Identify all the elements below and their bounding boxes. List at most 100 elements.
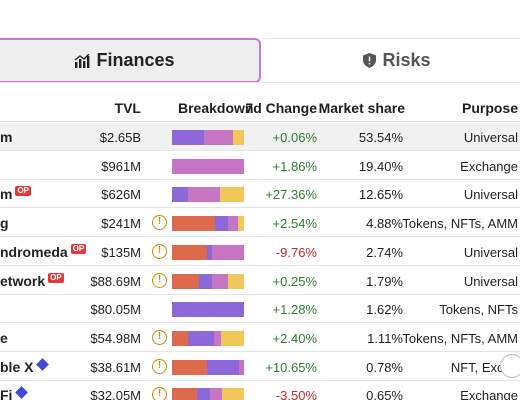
breakdown-segment (172, 359, 207, 375)
breakdown-segment (238, 359, 244, 375)
breakdown-bar[interactable] (172, 130, 244, 145)
breakdown-segment (204, 130, 234, 145)
breakdown-segment (206, 244, 213, 260)
change-value: -3.50% (275, 388, 317, 400)
change-value: +27.36% (265, 187, 317, 203)
breakdown-segment (228, 216, 239, 232)
project-name[interactable]: etwork OP (0, 272, 64, 289)
tab-bar: Finances Risks (0, 0, 520, 92)
tvl-value: $88.69M (90, 273, 141, 289)
breakdown-bar[interactable] (172, 388, 244, 400)
header-7d-change[interactable]: 7d Change (245, 100, 317, 116)
breakdown-bar[interactable] (172, 359, 244, 375)
breakdown-segment (199, 273, 213, 289)
op-chain-badge: OP (15, 186, 32, 197)
market-share-value: 0.65% (366, 388, 403, 400)
warning-icon[interactable]: ! (152, 329, 167, 345)
market-share-value: 1.62% (366, 302, 403, 318)
market-share-value: 53.54% (358, 130, 403, 145)
tvl-value: $38.61M (90, 359, 141, 375)
breakdown-segment (233, 130, 244, 145)
breakdown-segment (172, 330, 188, 346)
breakdown-bar[interactable] (172, 244, 244, 260)
tvl-value: $961M (101, 158, 141, 174)
breakdown-segment (187, 330, 214, 346)
breakdown-bar[interactable] (172, 187, 244, 203)
tvl-value: $241M (101, 216, 141, 232)
chat-bubble-icon[interactable] (500, 354, 520, 378)
table-row[interactable]: Fi $32.05M! -3.50% 0.65% Exchange (0, 381, 520, 400)
breakdown-segment (213, 330, 221, 346)
breakdown-bar[interactable] (172, 216, 244, 232)
warning-icon[interactable]: ! (152, 272, 167, 288)
diamond-badge-icon (36, 357, 50, 371)
tab-risks-label: Risks (382, 50, 431, 70)
project-name[interactable]: m OP (0, 186, 32, 203)
bar-chart-icon (75, 53, 90, 68)
tvl-value: $54.98M (90, 330, 141, 346)
project-name[interactable]: ble X (0, 357, 50, 375)
purpose-value: Tokens, NFTs (439, 302, 518, 318)
breakdown-segment (238, 216, 244, 232)
tvl-value: $80.05M (90, 302, 141, 318)
purpose-value: Universal (463, 273, 518, 289)
warning-icon[interactable]: ! (152, 243, 167, 259)
header-market-share[interactable]: Market share (318, 100, 405, 116)
op-chain-badge: OP (48, 272, 64, 283)
breakdown-segment (172, 158, 244, 174)
table-row[interactable]: etwork OP $88.69M! +0.25% 1.79% Universal (0, 267, 520, 295)
breakdown-segment (220, 330, 244, 346)
breakdown-segment (212, 273, 229, 289)
table-row[interactable]: $80.05M +1.28% 1.62% Tokens, NFTs (0, 295, 520, 324)
table-row[interactable]: g $241M! +2.54% 4.88% Tokens, NFTs, AMM (0, 209, 520, 238)
project-name[interactable]: m (0, 129, 13, 145)
breakdown-segment (187, 187, 221, 203)
tvl-value: $626M (101, 187, 141, 203)
change-value: +2.54% (272, 216, 317, 232)
breakdown-bar[interactable] (172, 302, 244, 318)
breakdown-segment (172, 187, 188, 203)
market-share-value: 19.40% (358, 158, 403, 174)
header-purpose[interactable]: Purpose (461, 100, 518, 116)
breakdown-segment (172, 388, 198, 400)
table-row[interactable]: e $54.98M! +2.40% 1.11% Tokens, NFTs, AMM (0, 324, 520, 352)
breakdown-segment (172, 130, 205, 145)
breakdown-bar[interactable] (172, 273, 244, 289)
project-name[interactable]: ndromeda OP (0, 243, 87, 260)
warning-icon[interactable]: ! (152, 387, 167, 400)
breakdown-segment (197, 388, 211, 400)
change-value: +10.65% (265, 359, 317, 375)
header-tvl[interactable]: TVL (114, 100, 141, 116)
breakdown-segment (228, 273, 244, 289)
breakdown-bar[interactable] (172, 158, 244, 174)
change-value: +0.06% (272, 130, 317, 145)
breakdown-segment (222, 388, 244, 400)
purpose-value: Tokens, NFTs, AMM (402, 216, 518, 232)
warning-icon[interactable]: ! (152, 358, 167, 374)
project-name[interactable]: e (0, 329, 8, 346)
change-value: -9.76% (275, 244, 317, 260)
project-name[interactable]: Fi (0, 386, 29, 400)
tab-risks[interactable]: Risks (262, 38, 520, 83)
breakdown-segment (215, 216, 229, 232)
tab-finances[interactable]: Finances (0, 38, 261, 83)
change-value: +1.86% (272, 158, 317, 174)
purpose-value: Exchange (460, 158, 518, 174)
tvl-value: $2.65B (99, 130, 141, 145)
breakdown-segment (172, 216, 216, 232)
table-row[interactable]: m $2.65B +0.06% 53.54% Universal (0, 123, 520, 151)
header-breakdown[interactable]: Breakdown (178, 100, 254, 116)
table-row[interactable]: m OP $626M +27.36% 12.65% Universal (0, 180, 520, 209)
breakdown-segment (172, 273, 200, 289)
table-row[interactable]: ble X $38.61M! +10.65% 0.78% NFT, Excha (0, 353, 520, 381)
market-share-value: 2.74% (366, 244, 403, 260)
purpose-value: Universal (463, 187, 518, 203)
breakdown-bar[interactable] (172, 330, 244, 346)
table-header: TVL Breakdown 7d Change Market share Pur… (0, 94, 520, 122)
table-row[interactable]: ndromeda OP $135M! -9.76% 2.74% Universal (0, 238, 520, 266)
table-row[interactable]: $961M +1.86% 19.40% Exchange (0, 152, 520, 180)
purpose-value: Tokens, NFTs, AMM (402, 330, 518, 346)
market-share-value: 1.79% (366, 273, 403, 289)
project-name[interactable]: g (0, 215, 9, 232)
warning-icon[interactable]: ! (152, 215, 167, 231)
